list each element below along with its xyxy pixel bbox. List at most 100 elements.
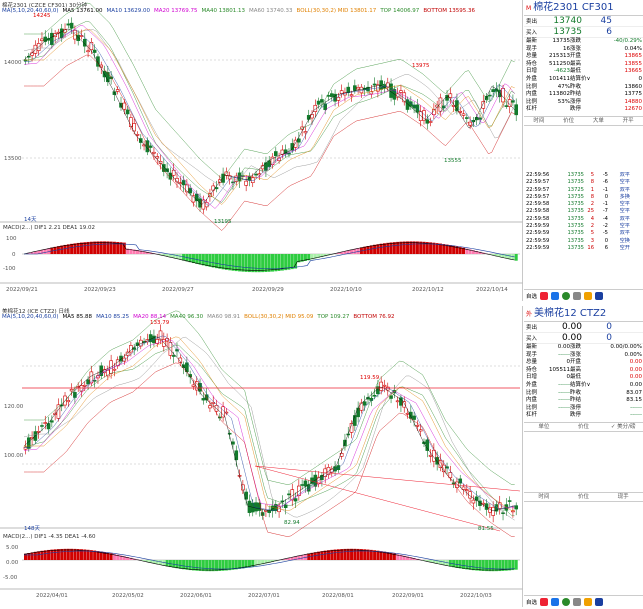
tick-row[interactable]: 22:59:59 13735 16 6 空开 [524, 245, 643, 252]
candle-body [382, 384, 387, 387]
unit-cell[interactable]: ✓ 美分/磅 [610, 423, 636, 430]
app-icon[interactable] [540, 291, 549, 300]
candle-body [82, 384, 87, 387]
candle-body [372, 394, 377, 397]
macd-bar [336, 252, 340, 254]
bid-row[interactable]: 买入 0.00 0 [524, 333, 643, 344]
macd-bar [30, 252, 34, 254]
s-icon[interactable] [551, 291, 560, 300]
kline-svg[interactable] [0, 0, 523, 301]
quote-cell: 跌停 [570, 106, 582, 113]
contract-title[interactable]: M 棉花2301 CF301 [524, 0, 643, 16]
toolbar-label[interactable]: 自选 [526, 293, 538, 300]
grid-icon[interactable] [595, 597, 604, 606]
keyboard-icon[interactable] [573, 291, 582, 300]
grid-icon[interactable] [595, 291, 604, 300]
macd-bar [145, 251, 149, 254]
macd-bar [211, 254, 215, 268]
tick-cell: 空开 [619, 244, 630, 251]
macd-bar [241, 560, 245, 569]
macd-bar [317, 551, 321, 560]
macd-bar [182, 254, 186, 261]
quote-cell: 比例 [526, 83, 538, 90]
macd-bar [376, 550, 380, 560]
candle-body [425, 119, 430, 124]
quote-cell: 最低 [570, 68, 582, 75]
macd-bar [264, 560, 268, 564]
ask-row[interactable]: 卖出 0.00 0 [524, 322, 643, 333]
tick-row[interactable]: 22:59:58 13735 4 -4 双平 [524, 216, 643, 223]
tick-row[interactable]: 22:59:59 13735 3 0 空换 [524, 238, 643, 245]
trend-line[interactable] [254, 465, 521, 492]
tick-row[interactable]: 22:59:57 13725 1 -1 双平 [524, 187, 643, 194]
quote-cell: ------ [558, 389, 570, 396]
quote-cell: 结算价∨ [570, 75, 591, 82]
tick-row[interactable]: 22:59:56 13735 5 -5 双平 [524, 172, 643, 179]
macd-bar [458, 560, 462, 569]
macd-bar [409, 557, 413, 560]
macd-bar [257, 560, 261, 566]
macd-bar [53, 549, 57, 560]
ask-row[interactable]: 卖出 13740 45 [524, 16, 643, 27]
trend-line[interactable] [254, 465, 501, 532]
macd-bar [89, 550, 93, 560]
app-icon[interactable] [540, 597, 549, 606]
kline-svg[interactable] [0, 306, 523, 607]
date-label: 2022/10/10 [330, 287, 362, 293]
candle-body [231, 441, 235, 445]
quote-cell: 杠杆 [526, 412, 538, 419]
quote-cell: ------ [558, 351, 570, 358]
macd-bar [475, 250, 479, 254]
macd-bar [168, 254, 172, 258]
tick-row[interactable]: 22:59:58 13735 2 -1 空平 [524, 201, 643, 208]
skin-icon[interactable] [584, 291, 593, 300]
ma-legend-item: MA5 85.88 [62, 314, 93, 320]
tick-cell: 双平 [619, 230, 630, 237]
quote-cell: 0 [638, 75, 643, 82]
keyboard-icon[interactable] [573, 597, 582, 606]
candle-body [158, 330, 163, 341]
macd-bar [313, 552, 317, 560]
s-icon[interactable] [551, 597, 560, 606]
candle-body [339, 453, 344, 457]
macd-bar [86, 549, 90, 560]
macd-bar [208, 560, 212, 572]
macd-bar [396, 241, 400, 254]
tick-row[interactable]: 22:59:58 13735 25 -7 空平 [524, 208, 643, 215]
candle-body [422, 110, 426, 121]
tick-cell: 13735 [567, 208, 584, 215]
days-note: 148天 [24, 526, 40, 532]
tick-row[interactable]: 22:59:59 13735 2 -2 空平 [524, 223, 643, 230]
candle-body [86, 50, 90, 53]
macd-bar [455, 560, 459, 568]
tick-row[interactable]: 22:59:57 13735 8 -6 空平 [524, 179, 643, 186]
macd-bar [300, 254, 304, 262]
candle-body [178, 357, 183, 363]
candle-body [297, 138, 301, 143]
kline-chart-area[interactable]: 美棉花12 (ICE CTZ2) 日线 MA(5,10,20,40,60,0) M… [0, 306, 523, 607]
tick-list[interactable]: 22:59:56 13735 5 -5 双平 22:59:57 13735 8 -6 空平 22:5… [524, 172, 643, 252]
contract-title[interactable]: 外美棉花12 CTZ2 [524, 306, 643, 322]
tick-cell: 空平 [619, 223, 630, 230]
dea-line [24, 243, 515, 269]
kline-chart-area[interactable]: 棉花2301 (CZCE CF301) 30分钟 MA(5,10,20,40,6… [0, 0, 523, 301]
macd-bar [346, 250, 350, 254]
macd-bar [37, 250, 41, 254]
ma-line [23, 28, 515, 205]
mic-icon[interactable] [562, 291, 571, 300]
unit-cell: 价位 [578, 423, 590, 430]
bid-row[interactable]: 买入 13735 6 [524, 27, 643, 38]
candle-body [125, 109, 130, 115]
candle-body [267, 160, 272, 167]
mic-icon[interactable] [562, 597, 571, 606]
quote-cell: 83.07 [626, 389, 642, 396]
macd-bar [448, 245, 452, 254]
toolbar-label[interactable]: 自选 [526, 599, 538, 606]
candle-body [43, 422, 48, 424]
macd-bar [475, 560, 479, 571]
macd-label: MACD(2...) DIF1 -4.35 DEA1 -4.60 [3, 534, 96, 540]
tick-cell: 22:59:59 [526, 223, 550, 230]
tick-row[interactable]: 22:59:59 13735 5 -5 双平 [524, 230, 643, 237]
skin-icon[interactable] [584, 597, 593, 606]
tick-row[interactable]: 22:59:57 13735 8 0 多换 [524, 194, 643, 201]
